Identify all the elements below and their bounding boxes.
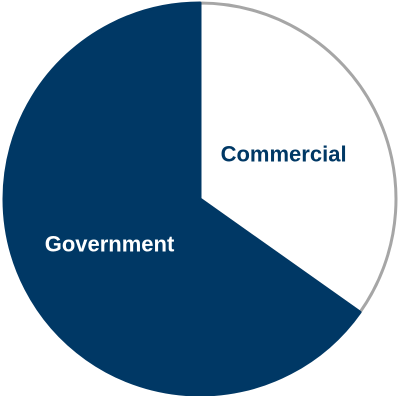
pie-label-government: Government	[45, 232, 175, 257]
pie-slices	[4, 3, 396, 395]
pie-label-commercial: Commercial	[221, 142, 347, 167]
